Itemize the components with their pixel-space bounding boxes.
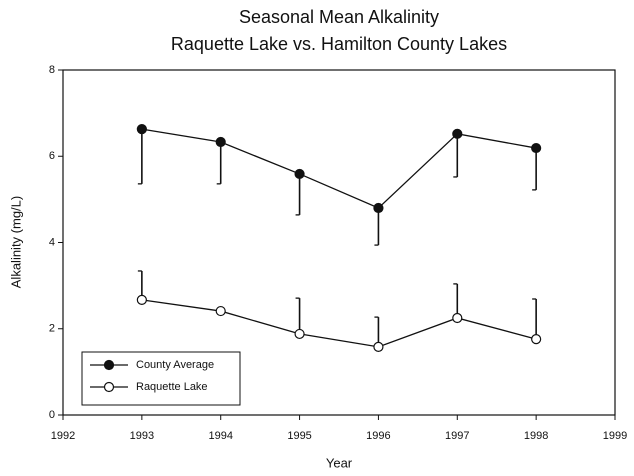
y-axis-label: Alkalinity (mg/L) (8, 196, 23, 288)
y-tick-label: 4 (49, 236, 55, 248)
point (452, 128, 463, 139)
point (136, 123, 147, 135)
point (215, 136, 226, 148)
series-line (141, 299, 537, 348)
y-tick-label: 6 (49, 150, 55, 162)
chart-subtitle: Raquette Lake vs. Hamilton County Lakes (171, 34, 507, 54)
point (373, 341, 384, 352)
point (531, 142, 542, 154)
x-tick-label: 1995 (287, 430, 311, 442)
x-tick-label: 1993 (130, 430, 154, 442)
x-tick-label: 1992 (51, 430, 75, 442)
chart-title: Seasonal Mean Alkalinity (239, 7, 439, 27)
legend-label: County Average (136, 359, 214, 371)
y-tick-label: 2 (49, 323, 55, 335)
x-tick-label: 1999 (603, 430, 627, 442)
point (373, 202, 384, 214)
x-tick-label: 1998 (524, 430, 548, 442)
y-tick-label: 0 (49, 409, 55, 421)
x-tick-label: 1997 (445, 430, 469, 442)
legend-label: Raquette Lake (136, 381, 208, 393)
point (531, 334, 542, 345)
legend-marker (103, 359, 115, 371)
point (294, 328, 305, 340)
x-tick-label: 1994 (208, 430, 232, 442)
series-line (141, 128, 537, 209)
legend-marker (103, 381, 115, 393)
point (452, 312, 463, 324)
x-axis-label: Year (326, 455, 353, 470)
y-tick-label: 8 (49, 64, 55, 76)
x-tick-label: 1996 (366, 430, 390, 442)
point (294, 168, 305, 180)
point (215, 305, 226, 317)
point (136, 294, 147, 305)
